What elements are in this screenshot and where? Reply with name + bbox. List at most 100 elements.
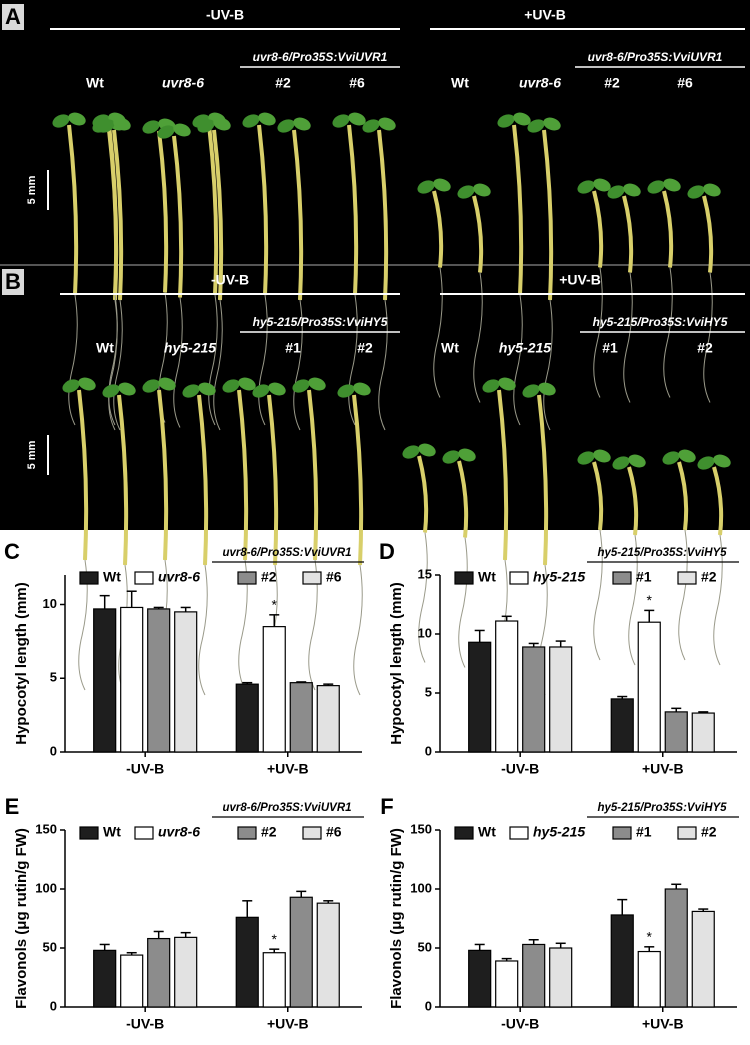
cotyledon [482, 379, 500, 393]
cotyledon [252, 384, 270, 398]
y-tick-label: 0 [425, 743, 432, 758]
seedling-root [353, 564, 363, 696]
legend-swatch [509, 571, 529, 585]
seedling-root [543, 299, 553, 431]
cotyledon [332, 114, 350, 128]
cotyledon [628, 454, 646, 468]
bar [664, 888, 688, 1008]
legend-swatch [612, 826, 632, 840]
legend-label: #6 [326, 569, 342, 585]
y-tick-label: 100 [410, 880, 432, 895]
bar [664, 711, 688, 753]
cotyledon [78, 377, 96, 391]
cotyledon [293, 117, 311, 131]
legend-label: uvr8-6 [158, 824, 200, 840]
genotype-label: #6 [677, 75, 693, 91]
panel-letter: C [4, 539, 20, 564]
y-tick-label: 10 [418, 625, 432, 640]
seedling-stem [172, 135, 184, 298]
seedling-stem [112, 129, 124, 301]
seedling-root [713, 534, 723, 666]
line-label: hy5-215/Pro35S:VviHY5 [597, 547, 727, 559]
cotyledon [697, 456, 715, 470]
legend-label: #2 [261, 569, 277, 585]
cotyledon [678, 449, 696, 463]
legend-label: #1 [636, 824, 652, 840]
cotyledon [197, 119, 215, 133]
cotyledon [663, 178, 681, 192]
panel-letter: B [5, 269, 21, 294]
seedling-stem [157, 389, 169, 561]
legend-swatch [302, 826, 322, 840]
seedling-root [513, 294, 523, 426]
cotyledon [238, 377, 256, 391]
bar [289, 682, 313, 753]
genotype-label: uvr8-6 [162, 75, 204, 91]
legend-label: Wt [478, 824, 496, 840]
seedling-stem [702, 195, 714, 273]
cotyledon [348, 112, 366, 126]
legend-label: uvr8-6 [158, 569, 200, 585]
cotyledon [703, 183, 721, 197]
legend-swatch [612, 571, 632, 585]
cotyledon [513, 112, 531, 126]
seedling-root [628, 534, 638, 666]
seedling-stem [267, 394, 279, 566]
cotyledon [527, 119, 545, 133]
cotyledon [308, 377, 326, 391]
genotype-label: #2 [604, 75, 620, 91]
cotyledon [543, 117, 561, 131]
cotyledon [498, 377, 516, 391]
seedling-root [593, 267, 603, 398]
bar [468, 949, 492, 1008]
cotyledon [142, 379, 160, 393]
y-tick-label: 0 [425, 998, 432, 1013]
legend-swatch [134, 571, 154, 585]
genotype-label: #2 [275, 75, 291, 91]
seedling-stem [432, 190, 444, 268]
bar [93, 949, 117, 1008]
genotype-label: #1 [602, 340, 618, 356]
seedling-stem [662, 190, 674, 268]
genotype-label: #1 [285, 340, 301, 356]
legend-label: #2 [261, 824, 277, 840]
bar [522, 646, 546, 753]
scale-label: 5 mm [26, 440, 38, 469]
legend-swatch [79, 571, 99, 585]
seedling-stem [622, 195, 634, 273]
cotyledon [538, 382, 556, 396]
bar [495, 620, 519, 753]
scale-label: 5 mm [26, 175, 38, 204]
cotyledon [362, 119, 380, 133]
seedling-root [348, 294, 358, 426]
significance-mark: * [272, 597, 278, 613]
legend-swatch [237, 571, 257, 585]
cotyledon [623, 183, 641, 197]
cotyledon [277, 119, 295, 133]
line-label: hy5-215/Pro35S:VviHY5 [597, 802, 727, 814]
legend-label: hy5-215 [533, 569, 585, 585]
legend-label: Wt [103, 569, 121, 585]
seedling-stem [457, 460, 469, 538]
bar [120, 606, 144, 753]
cotyledon [473, 183, 491, 197]
seedling-root [68, 294, 78, 426]
y-axis-label: Hypocotyl length (mm) [13, 582, 30, 745]
cotyledon [142, 120, 160, 134]
condition-label: -UV-B [206, 7, 244, 23]
y-axis-label: Flavonols (μg rutin/g FW) [388, 828, 405, 1009]
line-label: uvr8-6/Pro35S:VviUVR1 [253, 50, 388, 64]
genotype-label: hy5-215 [164, 340, 216, 356]
panel-letter: D [379, 539, 395, 564]
cotyledon [458, 448, 476, 462]
cotyledon [182, 384, 200, 398]
panel-letter: E [5, 794, 20, 819]
bar [610, 914, 634, 1008]
cotyledon [417, 180, 435, 194]
line-label: hy5-215/Pro35S:VviHY5 [593, 315, 728, 329]
bar [120, 954, 144, 1008]
bar [174, 611, 198, 753]
seedling-root [678, 529, 688, 661]
bar [262, 626, 286, 753]
